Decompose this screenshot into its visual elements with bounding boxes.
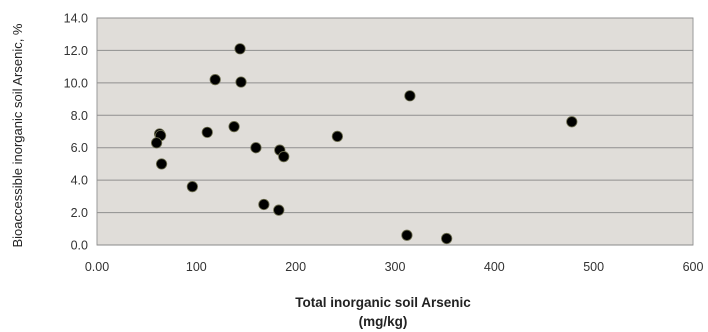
data-point bbox=[401, 229, 413, 241]
data-point bbox=[250, 142, 262, 154]
y-tick-labels: 0.0 2.0 4.0 6.0 8.0 10.0 12.0 14.0 bbox=[64, 12, 88, 253]
x-axis-title: Total inorganic soil Arsenic bbox=[295, 295, 471, 310]
y-tick-label: 4.0 bbox=[71, 174, 88, 188]
y-tick-label: 6.0 bbox=[71, 141, 88, 155]
data-point bbox=[234, 43, 246, 55]
data-point bbox=[331, 130, 343, 142]
data-point bbox=[201, 126, 213, 138]
y-tick-label: 10.0 bbox=[64, 76, 88, 90]
y-tick-label: 12.0 bbox=[64, 44, 88, 58]
data-point bbox=[273, 204, 285, 216]
data-point bbox=[228, 121, 240, 133]
data-point bbox=[566, 116, 578, 128]
data-point bbox=[258, 198, 270, 211]
x-tick-label: 100 bbox=[186, 260, 207, 274]
data-point bbox=[155, 158, 168, 170]
x-tick-label: 400 bbox=[484, 260, 505, 274]
x-tick-label: 500 bbox=[583, 260, 604, 274]
x-axis-unit: (mg/kg) bbox=[359, 314, 408, 329]
y-tick-label: 14.0 bbox=[64, 12, 88, 26]
data-point bbox=[441, 232, 453, 245]
y-tick-label: 0.0 bbox=[71, 239, 88, 253]
plot-area bbox=[96, 17, 694, 246]
x-tick-label: 200 bbox=[285, 260, 306, 274]
data-point bbox=[186, 181, 198, 193]
data-point bbox=[151, 137, 163, 149]
data-point bbox=[404, 90, 416, 102]
y-tick-label: 8.0 bbox=[71, 109, 88, 123]
x-tick-label: 0.00 bbox=[85, 260, 109, 274]
data-point bbox=[209, 74, 221, 86]
data-point bbox=[235, 76, 247, 88]
gridlines bbox=[97, 17, 693, 214]
x-tick-label: 300 bbox=[385, 260, 406, 274]
y-tick-label: 2.0 bbox=[71, 206, 88, 220]
x-tick-labels: 0.00 100 200 300 400 500 600 bbox=[85, 260, 704, 274]
x-tick-label: 600 bbox=[683, 260, 704, 274]
data-point bbox=[278, 151, 290, 163]
y-axis-title: Bioaccessible inorganic soil Arsenic, % bbox=[10, 23, 25, 247]
data-points bbox=[151, 43, 578, 245]
